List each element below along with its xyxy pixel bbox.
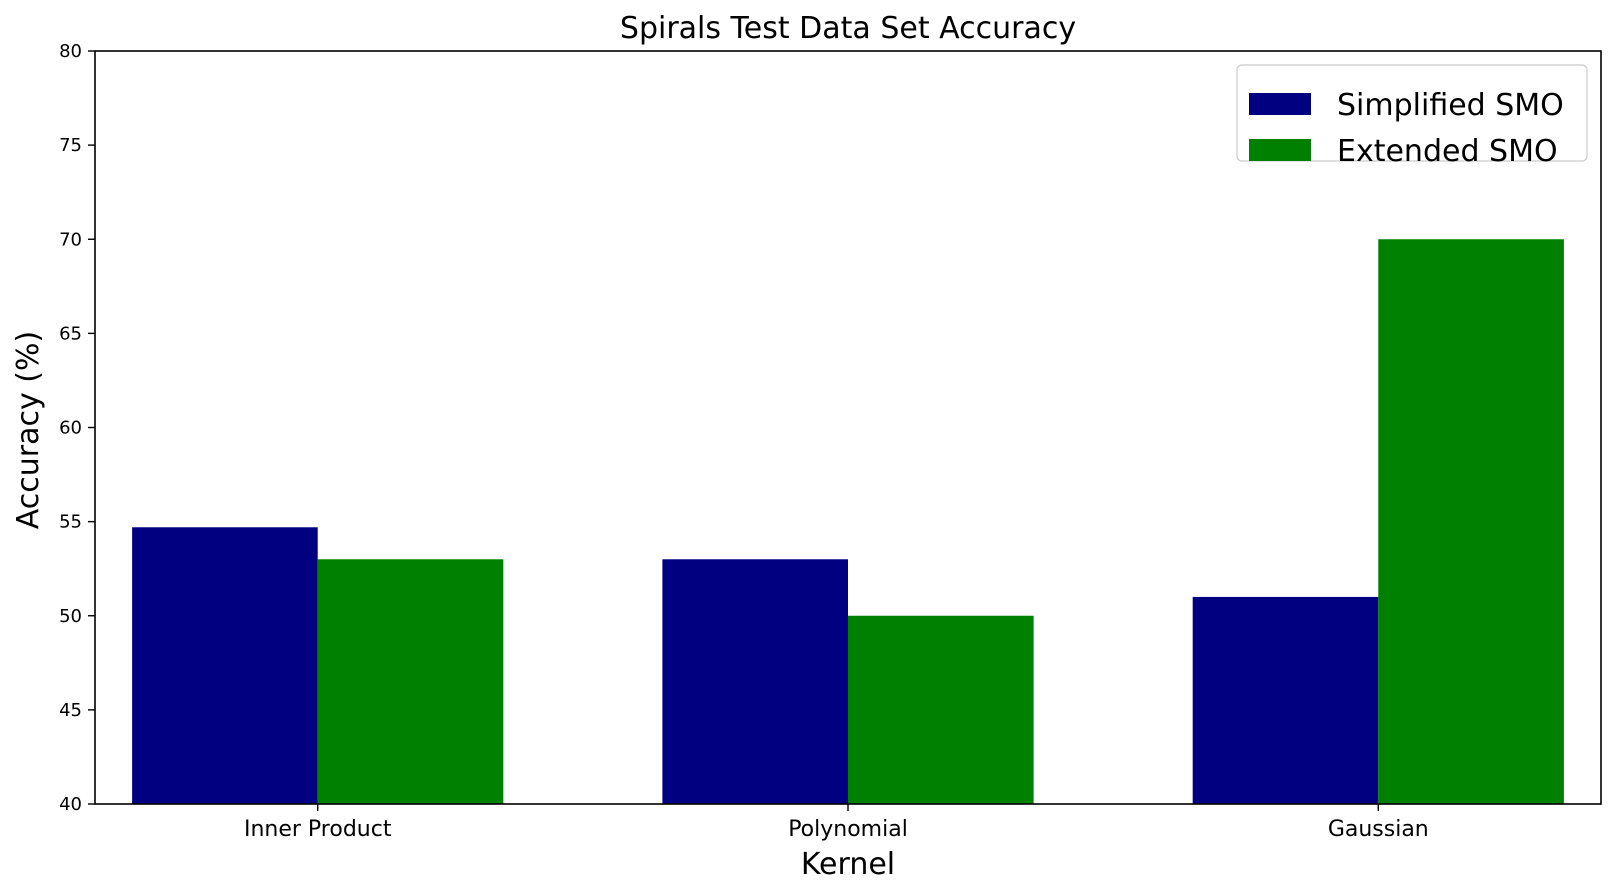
axes-layer: 40 45 50 55 60 65 70 75 80 Inner Product Polynomia… (59, 41, 1602, 842)
y-tick-label: 80 (59, 41, 82, 62)
y-tick-label: 65 (59, 323, 82, 344)
x-tick-label: Gaussian (1328, 817, 1429, 842)
x-tick-label: Polynomial (788, 817, 908, 842)
y-axis-title: Accuracy (%) (11, 331, 46, 529)
y-tick-label: 50 (59, 606, 82, 627)
y-tick-label: 55 (59, 512, 82, 533)
legend-label: Extended SMO (1337, 134, 1558, 169)
y-tick-label: 75 (59, 135, 82, 156)
x-tick-label: Inner Product (244, 817, 392, 842)
bar-extended-smo-1 (848, 615, 1034, 804)
y-tick-label: 60 (59, 418, 82, 439)
legend-swatch (1249, 139, 1311, 161)
legend: Simplified SMO Extended SMO (1236, 64, 1588, 169)
legend-box (1236, 64, 1588, 162)
y-tick-label: 45 (59, 700, 82, 721)
legend-swatch (1249, 93, 1311, 115)
bars-layer (132, 239, 1564, 804)
bar-extended-smo-0 (317, 559, 504, 804)
y-tick-label: 70 (59, 229, 82, 250)
bar-simplified-smo-1 (662, 559, 848, 804)
x-axis-title: Kernel (801, 847, 895, 882)
bar-simplified-smo-2 (1192, 596, 1379, 804)
bar-simplified-smo-0 (132, 527, 318, 804)
chart-title: Spirals Test Data Set Accuracy (620, 11, 1076, 46)
legend-label: Simplified SMO (1337, 88, 1564, 123)
bar-extended-smo-2 (1378, 239, 1564, 804)
y-tick-label: 40 (59, 794, 82, 815)
